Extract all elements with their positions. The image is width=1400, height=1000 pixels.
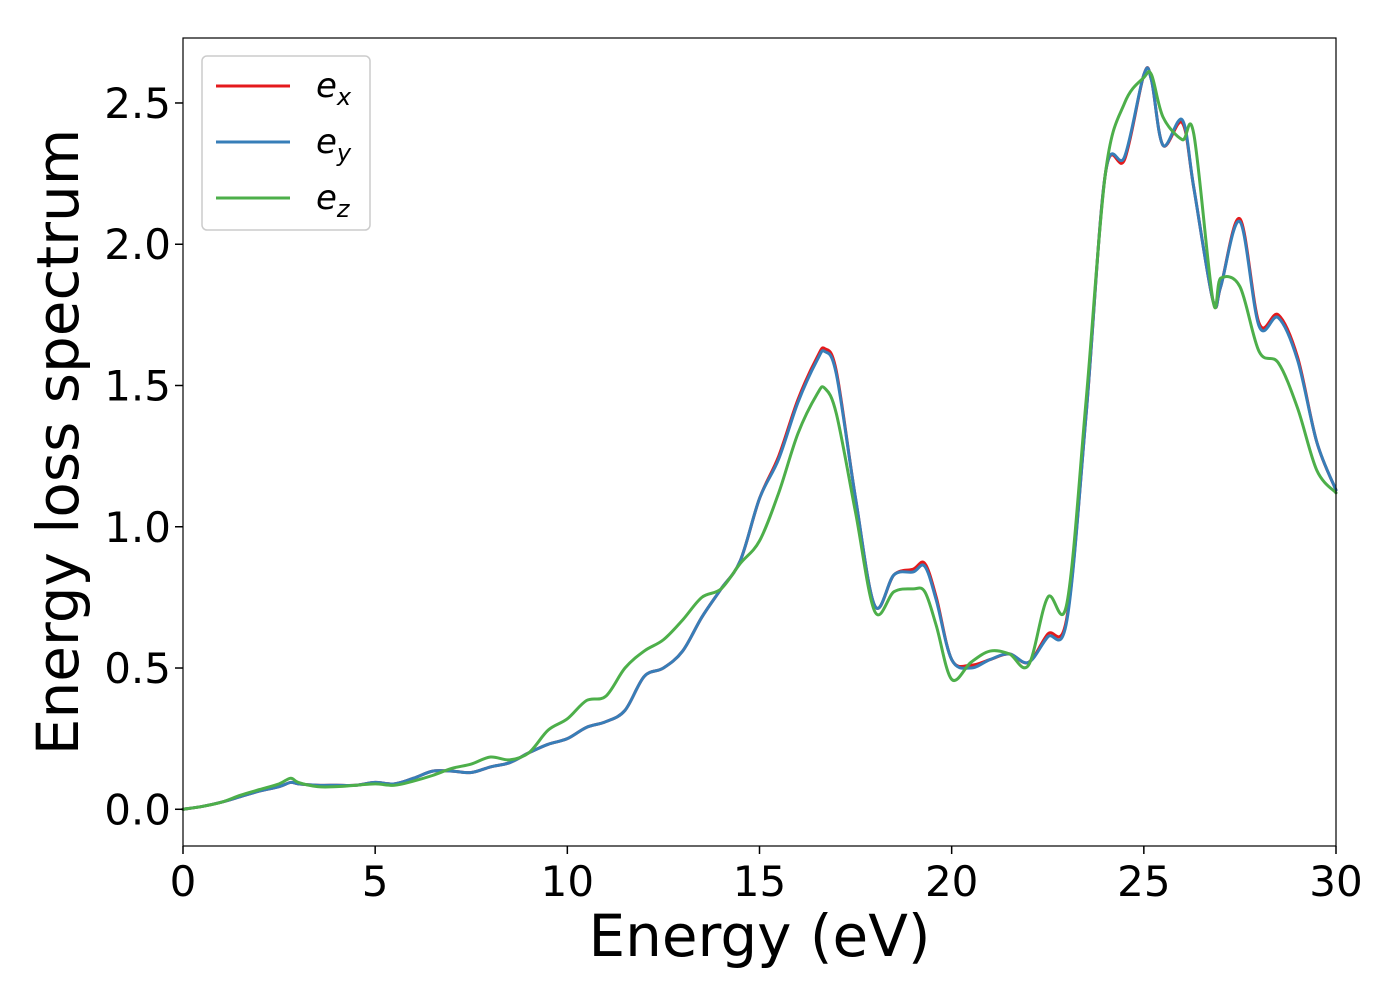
series-layer [181, 66, 1338, 811]
y-tick-label: 2.0 [104, 220, 171, 269]
x-axis-title: Energy (eV) [588, 902, 930, 970]
y-tick-label: 0.5 [104, 644, 171, 693]
x-tick-label: 10 [541, 857, 594, 906]
x-tick-label: 15 [733, 857, 786, 906]
y-tick-label: 1.0 [104, 503, 171, 552]
legend-label-y: ey [316, 122, 352, 167]
legend-label-x: ex [316, 66, 352, 111]
y-tick-label: 1.5 [104, 361, 171, 410]
legend-label-z: ez [316, 178, 351, 223]
y-axis-title: Energy loss spectrum [24, 129, 92, 755]
x-tick-label: 20 [925, 857, 978, 906]
x-tick-label: 30 [1309, 857, 1362, 906]
axes-layer: 0 5 10 15 20 25 30 0.0 0.5 1.0 1.5 2.0 2.5 [104, 79, 1363, 906]
x-tick-label: 5 [362, 857, 389, 906]
legend: ex ey ez [201, 55, 371, 231]
y-tick-label: 2.5 [104, 79, 171, 128]
series-line-z [181, 69, 1338, 811]
x-tick-label: 25 [1117, 857, 1170, 906]
x-tick-label: 0 [170, 857, 197, 906]
y-tick-label: 0.0 [104, 785, 171, 834]
